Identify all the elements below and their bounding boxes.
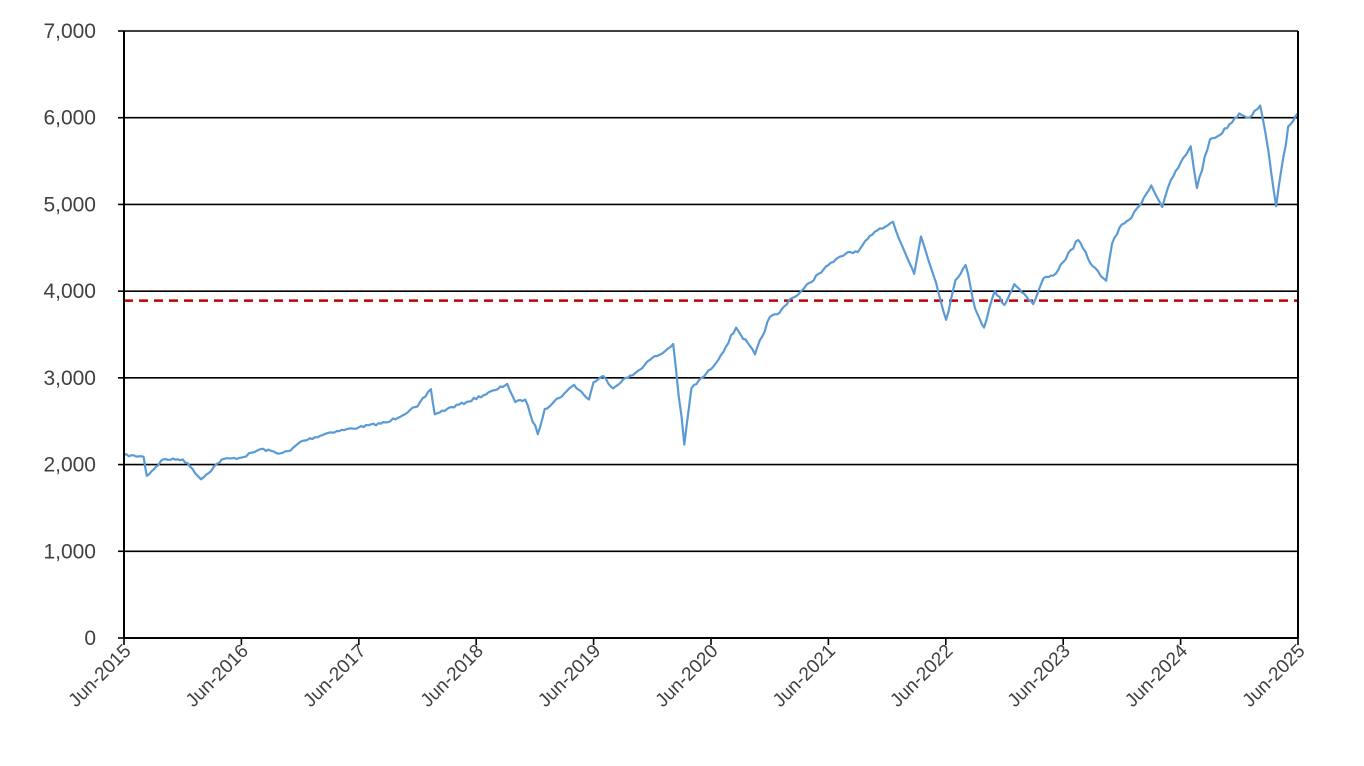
series-line (122, 104, 1300, 481)
y-tick-label: 5,000 (43, 193, 96, 216)
y-tick-labels: 0 1,000 2,000 3,000 4,000 5,000 6,000 7,000 (43, 20, 96, 650)
y-tick-label: 7,000 (43, 20, 96, 43)
x-tick-label: Jun-2018 (417, 641, 488, 712)
x-tick-label: Jun-2022 (886, 641, 957, 712)
axes (118, 30, 1299, 645)
gridlines (124, 30, 1298, 553)
x-tick-label: Jun-2017 (299, 641, 370, 712)
x-tick-label: Jun-2024 (1121, 640, 1192, 711)
x-tick-label: Jun-2023 (1004, 641, 1075, 712)
x-tick-label: Jun-2025 (1239, 641, 1310, 712)
x-tick-label: Jun-2016 (182, 641, 253, 712)
y-tick-label: 3,000 (43, 367, 96, 390)
y-tick-label: 4,000 (43, 280, 96, 303)
series-layer (122, 104, 1300, 481)
y-tick-label: 2,000 (43, 454, 96, 477)
y-tick-label: 6,000 (43, 107, 96, 130)
y-tick-label: 1,000 (43, 540, 96, 563)
x-tick-label: Jun-2019 (534, 641, 605, 712)
x-tick-label: Jun-2021 (769, 641, 840, 712)
x-tick-label: Jun-2015 (65, 641, 136, 712)
y-tick-label: 0 (84, 627, 96, 650)
x-tick-labels: Jun-2015 Jun-2016 Jun-2017 Jun-2018 Jun-2019… (65, 640, 1310, 711)
x-tick-label: Jun-2020 (652, 641, 723, 712)
